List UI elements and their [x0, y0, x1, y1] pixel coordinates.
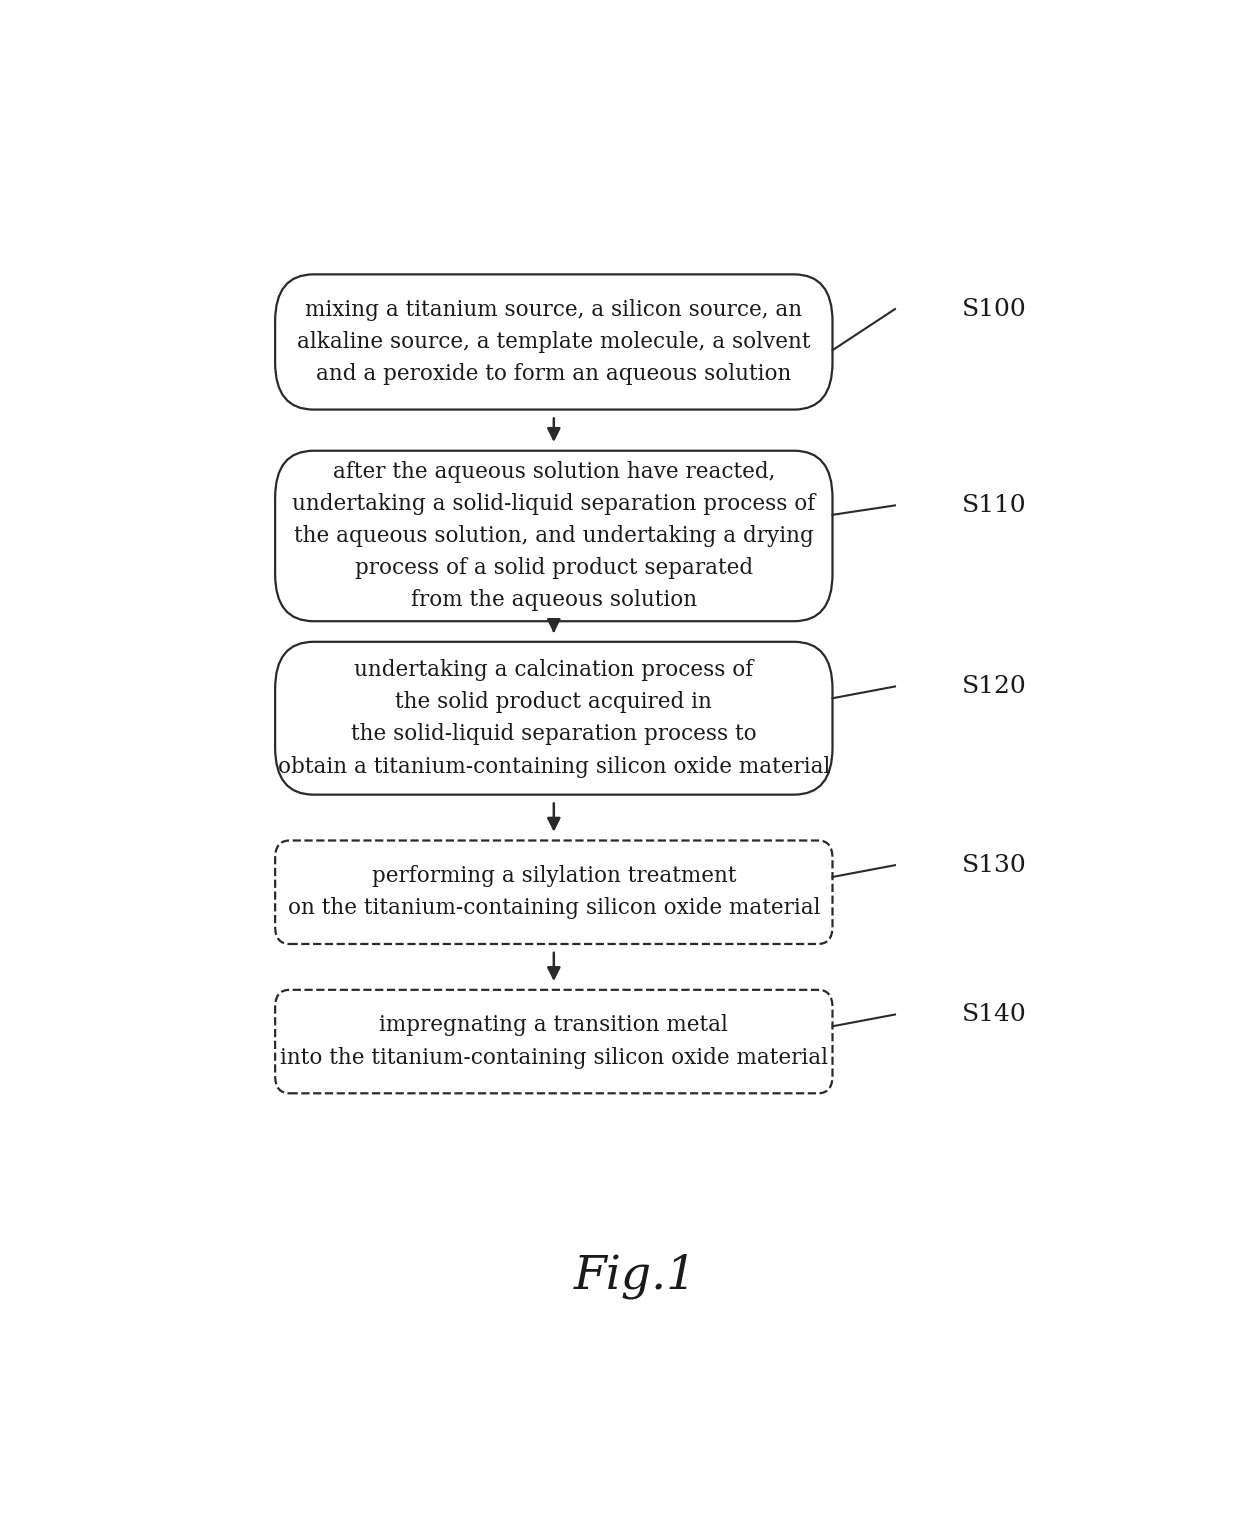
Text: performing a silylation treatment
on the titanium-containing silicon oxide mater: performing a silylation treatment on the… [288, 866, 820, 919]
Text: S110: S110 [962, 493, 1027, 518]
FancyBboxPatch shape [275, 450, 832, 621]
Text: S100: S100 [962, 298, 1027, 321]
FancyBboxPatch shape [275, 641, 832, 794]
FancyBboxPatch shape [275, 989, 832, 1093]
Text: S130: S130 [962, 854, 1027, 876]
Text: after the aqueous solution have reacted,
undertaking a solid-liquid separation p: after the aqueous solution have reacted,… [293, 461, 816, 611]
Text: mixing a titanium source, a silicon source, an
alkaline source, a template molec: mixing a titanium source, a silicon sour… [298, 299, 811, 385]
Text: S140: S140 [962, 1003, 1027, 1026]
FancyBboxPatch shape [275, 275, 832, 409]
Text: impregnating a transition metal
into the titanium-containing silicon oxide mater: impregnating a transition metal into the… [280, 1014, 828, 1069]
Text: Fig.1: Fig.1 [574, 1254, 697, 1299]
FancyBboxPatch shape [275, 840, 832, 944]
Text: undertaking a calcination process of
the solid product acquired in
the solid-liq: undertaking a calcination process of the… [278, 660, 830, 777]
Text: S120: S120 [962, 675, 1027, 698]
